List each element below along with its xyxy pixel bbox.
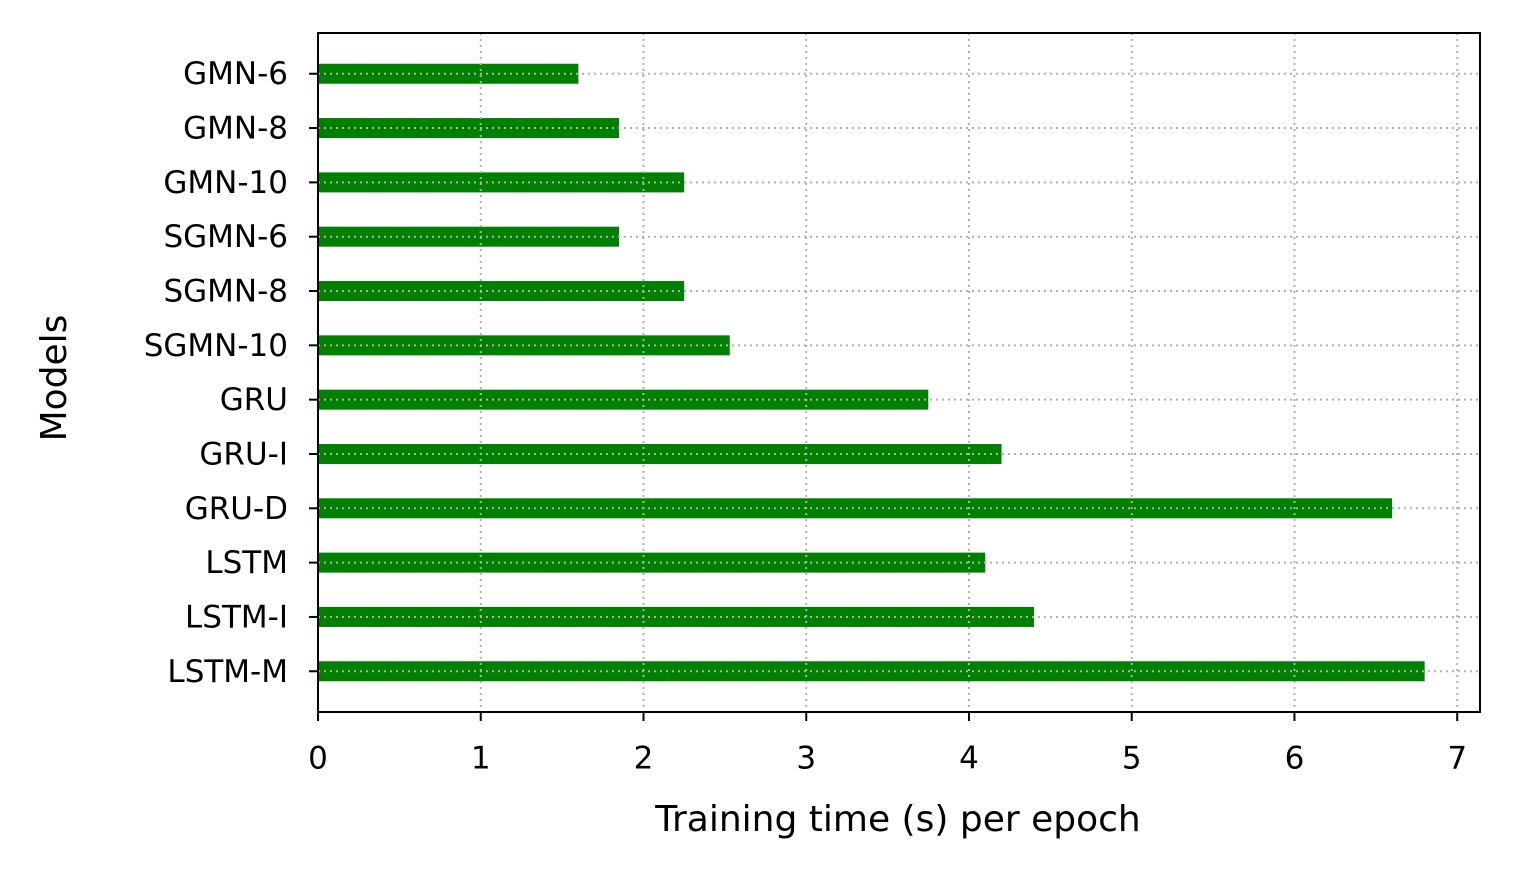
y-tick-label: LSTM-M [167,654,288,690]
x-tick-label: 2 [634,741,654,777]
bar [318,498,1393,519]
x-tick-label: 0 [308,741,328,777]
y-tick-label: GMN-6 [183,56,288,92]
y-tick-label: LSTM-I [185,599,288,635]
x-tick-label: 5 [1122,741,1142,777]
y-tick-label: GMN-8 [183,111,288,147]
y-tick-label: SGMN-8 [163,274,288,310]
y-tick-label: GRU [220,382,288,418]
x-tick-label: 1 [471,741,491,777]
y-tick-label: GMN-10 [163,165,288,201]
x-axis-label: Training time (s) per epoch [654,799,1140,840]
y-axis-label: Models [34,315,75,442]
bar [318,552,986,573]
bar [318,172,685,193]
plot-frame [317,32,1481,713]
y-tick-label: SGMN-6 [163,219,288,255]
y-tick-label: GRU-D [185,491,288,527]
x-tick-label: 3 [796,741,816,777]
bar [318,606,1035,627]
x-tick-label: 6 [1285,741,1305,777]
y-tick-label: SGMN-10 [144,328,288,364]
bar [318,443,1002,464]
bar [318,281,685,302]
x-tick-label: 4 [959,741,979,777]
bar [318,389,929,410]
x-tick-label: 7 [1447,741,1467,777]
y-tick-label: GRU-I [199,436,288,472]
y-tick-label: LSTM [205,545,288,581]
bar [318,63,579,84]
